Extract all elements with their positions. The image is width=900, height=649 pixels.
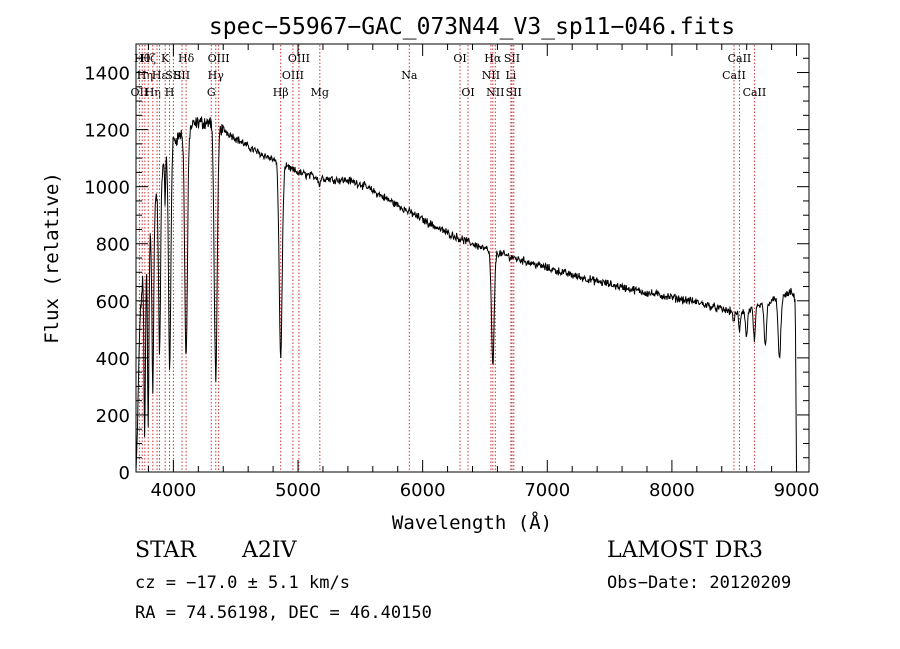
line-marker-label: OIII (282, 69, 304, 82)
y-tick-label: 1400 (84, 64, 130, 85)
x-tick-label: 7000 (524, 480, 570, 501)
x-tick-label: 6000 (400, 480, 446, 501)
line-marker-label: OIII (208, 52, 230, 65)
line-marker-label: CaII (722, 69, 746, 82)
line-marker-label: CaII (743, 86, 767, 99)
line-marker-label: OI (461, 86, 474, 99)
line-marker-label: NII (486, 86, 504, 99)
plot-frame (135, 43, 810, 473)
y-tick-label: 0 (119, 463, 130, 484)
line-marker-label: Hγ (208, 69, 225, 82)
x-axis-label: Wavelength (Å) (392, 511, 552, 534)
x-axis: 4000 5000 6000 7000 8000 9000 (147, 44, 820, 501)
y-axis-label: Flux (relative) (41, 172, 63, 344)
series-layer (135, 116, 797, 473)
line-markers: OIIHθHηHζHηHεKHSIISIIHδGHγOIIIHβOIIIOIII… (131, 45, 767, 472)
line-marker-label: OI (453, 52, 466, 65)
chart-title: spec−55967−GAC_073N44_V3_sp11−046.fits (209, 14, 735, 40)
line-marker-label: Li (505, 69, 516, 82)
y-tick-label: 800 (96, 235, 130, 256)
y-tick-label: 600 (96, 292, 130, 313)
object-subclass: A2IV (242, 538, 297, 563)
line-marker-label: Hδ (178, 52, 195, 65)
line-marker-label: Hε (152, 69, 168, 82)
line-marker-label: SII (504, 52, 520, 65)
line-marker-label: SII (174, 69, 190, 82)
line-marker-label: K (161, 52, 170, 65)
survey-name: LAMOST DR3 (607, 538, 763, 563)
x-tick-label: 5000 (275, 480, 321, 501)
obs-date: Obs−Date: 20120209 (607, 573, 792, 593)
line-marker-label: Hα (484, 52, 502, 65)
x-tick-label: 9000 (774, 480, 820, 501)
line-marker-label: OIII (288, 52, 310, 65)
spectrum-line (135, 116, 797, 473)
y-axis: 0 200 400 600 800 1000 1200 1400 (84, 57, 809, 484)
line-marker-label: Hβ (273, 86, 289, 99)
y-tick-label: 1000 (84, 178, 130, 199)
coordinates: RA = 74.56198, DEC = 46.40150 (135, 603, 432, 623)
y-tick-label: 1200 (84, 121, 130, 142)
line-marker-label: Hθ (134, 52, 151, 65)
y-tick-label: 400 (96, 349, 130, 370)
line-marker-label: G (207, 86, 216, 99)
line-marker-label: Hη (145, 86, 161, 99)
line-marker-label: OII (131, 86, 149, 99)
object-type: STAR (135, 538, 196, 563)
line-marker-label: CaII (728, 52, 752, 65)
line-marker-label: SII (165, 69, 181, 82)
line-marker-label: SII (506, 86, 522, 99)
velocity-text: cz = −17.0 ± 5.1 km/s (135, 573, 350, 593)
line-marker-label: NII (482, 69, 500, 82)
line-marker-label: Mg (311, 86, 329, 99)
line-marker-label: H (165, 86, 175, 99)
line-marker-label: Hη (137, 69, 153, 82)
line-marker-label: Na (401, 69, 418, 82)
y-tick-label: 200 (96, 406, 130, 427)
line-marker-label: Hζ (140, 52, 156, 65)
x-tick-label: 4000 (150, 480, 196, 501)
x-tick-label: 8000 (649, 480, 695, 501)
